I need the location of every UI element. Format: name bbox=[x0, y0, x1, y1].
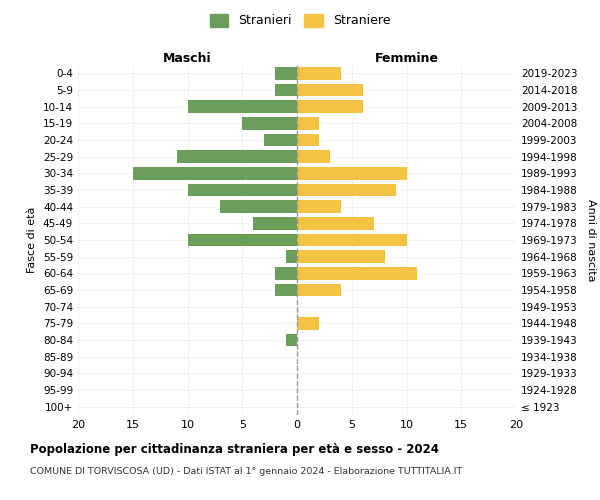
Y-axis label: Fasce di età: Fasce di età bbox=[28, 207, 37, 273]
Bar bbox=[297, 150, 330, 163]
Bar bbox=[297, 184, 395, 196]
Bar bbox=[188, 100, 297, 113]
Bar bbox=[275, 284, 297, 296]
Bar bbox=[297, 134, 319, 146]
Bar bbox=[297, 200, 341, 213]
Bar bbox=[176, 150, 297, 163]
Text: Femmine: Femmine bbox=[374, 52, 439, 65]
Y-axis label: Anni di nascita: Anni di nascita bbox=[586, 198, 596, 281]
Bar bbox=[297, 250, 385, 263]
Bar bbox=[297, 167, 407, 179]
Bar bbox=[297, 217, 374, 230]
Bar bbox=[297, 67, 341, 80]
Bar bbox=[275, 67, 297, 80]
Bar bbox=[264, 134, 297, 146]
Legend: Stranieri, Straniere: Stranieri, Straniere bbox=[205, 8, 395, 32]
Bar bbox=[133, 167, 297, 179]
Bar bbox=[297, 100, 363, 113]
Bar bbox=[286, 334, 297, 346]
Bar bbox=[188, 184, 297, 196]
Bar bbox=[220, 200, 297, 213]
Bar bbox=[297, 117, 319, 130]
Bar bbox=[275, 84, 297, 96]
Text: Maschi: Maschi bbox=[163, 52, 212, 65]
Bar bbox=[297, 267, 418, 280]
Text: COMUNE DI TORVISCOSA (UD) - Dati ISTAT al 1° gennaio 2024 - Elaborazione TUTTITA: COMUNE DI TORVISCOSA (UD) - Dati ISTAT a… bbox=[30, 468, 462, 476]
Bar bbox=[286, 250, 297, 263]
Text: Popolazione per cittadinanza straniera per età e sesso - 2024: Popolazione per cittadinanza straniera p… bbox=[30, 442, 439, 456]
Bar bbox=[297, 234, 407, 246]
Bar bbox=[297, 84, 363, 96]
Bar bbox=[297, 284, 341, 296]
Bar bbox=[275, 267, 297, 280]
Bar bbox=[297, 317, 319, 330]
Bar bbox=[242, 117, 297, 130]
Bar bbox=[253, 217, 297, 230]
Bar bbox=[188, 234, 297, 246]
